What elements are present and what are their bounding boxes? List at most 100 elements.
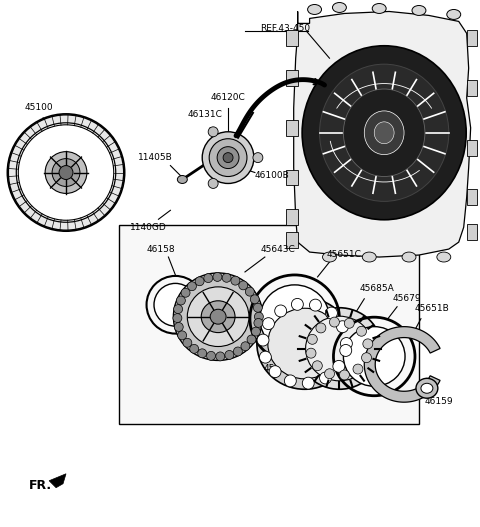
Circle shape [259, 351, 271, 363]
Circle shape [269, 366, 281, 378]
Bar [286, 70, 298, 86]
Circle shape [254, 312, 264, 321]
Ellipse shape [7, 114, 125, 231]
Circle shape [257, 334, 269, 346]
Circle shape [263, 318, 275, 329]
Circle shape [253, 303, 262, 312]
Text: 46131C: 46131C [188, 110, 223, 119]
Circle shape [241, 342, 250, 350]
Ellipse shape [308, 5, 322, 14]
Circle shape [344, 318, 354, 328]
Text: 46158: 46158 [146, 245, 175, 253]
Circle shape [333, 360, 345, 372]
Text: 45100: 45100 [25, 103, 53, 112]
Circle shape [188, 282, 196, 291]
Ellipse shape [306, 316, 373, 381]
Ellipse shape [208, 127, 218, 137]
Circle shape [302, 377, 314, 389]
Ellipse shape [45, 152, 87, 193]
Circle shape [291, 298, 303, 310]
Bar [467, 80, 477, 96]
Ellipse shape [217, 147, 239, 169]
Bar [286, 170, 298, 186]
Ellipse shape [333, 3, 347, 13]
Circle shape [320, 372, 332, 384]
Circle shape [173, 314, 182, 323]
Ellipse shape [447, 9, 461, 19]
Circle shape [254, 318, 263, 327]
Bar [286, 120, 298, 136]
Circle shape [225, 350, 234, 359]
Ellipse shape [257, 298, 352, 389]
Ellipse shape [208, 179, 218, 189]
Circle shape [190, 344, 199, 353]
Circle shape [361, 353, 372, 363]
Circle shape [324, 369, 335, 379]
Circle shape [325, 307, 337, 319]
Polygon shape [294, 12, 471, 257]
Bar [286, 232, 298, 248]
Circle shape [252, 327, 260, 336]
Bar [286, 209, 298, 225]
Text: 46159: 46159 [424, 397, 453, 406]
Text: 45644: 45644 [264, 364, 292, 373]
Ellipse shape [210, 309, 226, 324]
Ellipse shape [372, 4, 386, 14]
Circle shape [204, 274, 213, 282]
Ellipse shape [260, 285, 329, 353]
Text: 46100B: 46100B [254, 171, 289, 180]
Ellipse shape [364, 111, 404, 154]
Ellipse shape [343, 327, 405, 386]
Ellipse shape [302, 46, 466, 220]
Ellipse shape [52, 159, 80, 187]
Circle shape [353, 364, 363, 374]
Ellipse shape [412, 5, 426, 15]
Circle shape [357, 326, 366, 336]
Circle shape [329, 317, 339, 327]
Circle shape [174, 323, 183, 331]
Circle shape [206, 352, 216, 360]
Ellipse shape [201, 301, 235, 333]
Ellipse shape [178, 175, 187, 183]
Text: 45651C: 45651C [327, 250, 362, 259]
Circle shape [239, 281, 248, 290]
Circle shape [284, 375, 296, 387]
Text: 46120C: 46120C [211, 93, 245, 102]
Ellipse shape [187, 287, 249, 347]
Ellipse shape [362, 252, 376, 262]
Text: FR.: FR. [29, 479, 52, 492]
Circle shape [222, 274, 231, 282]
Text: 45679: 45679 [393, 294, 421, 304]
Circle shape [177, 296, 185, 305]
Ellipse shape [209, 139, 247, 177]
Circle shape [275, 305, 287, 317]
Ellipse shape [173, 273, 263, 360]
Bar [467, 31, 477, 46]
Text: 45643C: 45643C [261, 245, 295, 253]
Circle shape [340, 338, 352, 349]
Circle shape [340, 345, 352, 356]
Ellipse shape [297, 308, 382, 389]
Circle shape [231, 276, 240, 285]
Ellipse shape [416, 378, 438, 398]
Circle shape [312, 361, 322, 370]
Circle shape [339, 370, 349, 380]
Circle shape [183, 338, 192, 347]
Ellipse shape [154, 284, 197, 326]
Circle shape [213, 272, 222, 281]
Circle shape [198, 349, 207, 358]
Circle shape [336, 321, 348, 333]
Ellipse shape [323, 252, 336, 262]
Polygon shape [49, 474, 66, 487]
Bar [467, 140, 477, 155]
Circle shape [181, 288, 190, 297]
Circle shape [307, 334, 317, 344]
Circle shape [216, 352, 225, 361]
Text: 45651B: 45651B [415, 304, 449, 313]
Circle shape [363, 339, 373, 349]
Ellipse shape [437, 252, 451, 262]
Polygon shape [364, 327, 440, 402]
Ellipse shape [253, 153, 263, 163]
Ellipse shape [374, 122, 394, 144]
Bar [467, 189, 477, 206]
